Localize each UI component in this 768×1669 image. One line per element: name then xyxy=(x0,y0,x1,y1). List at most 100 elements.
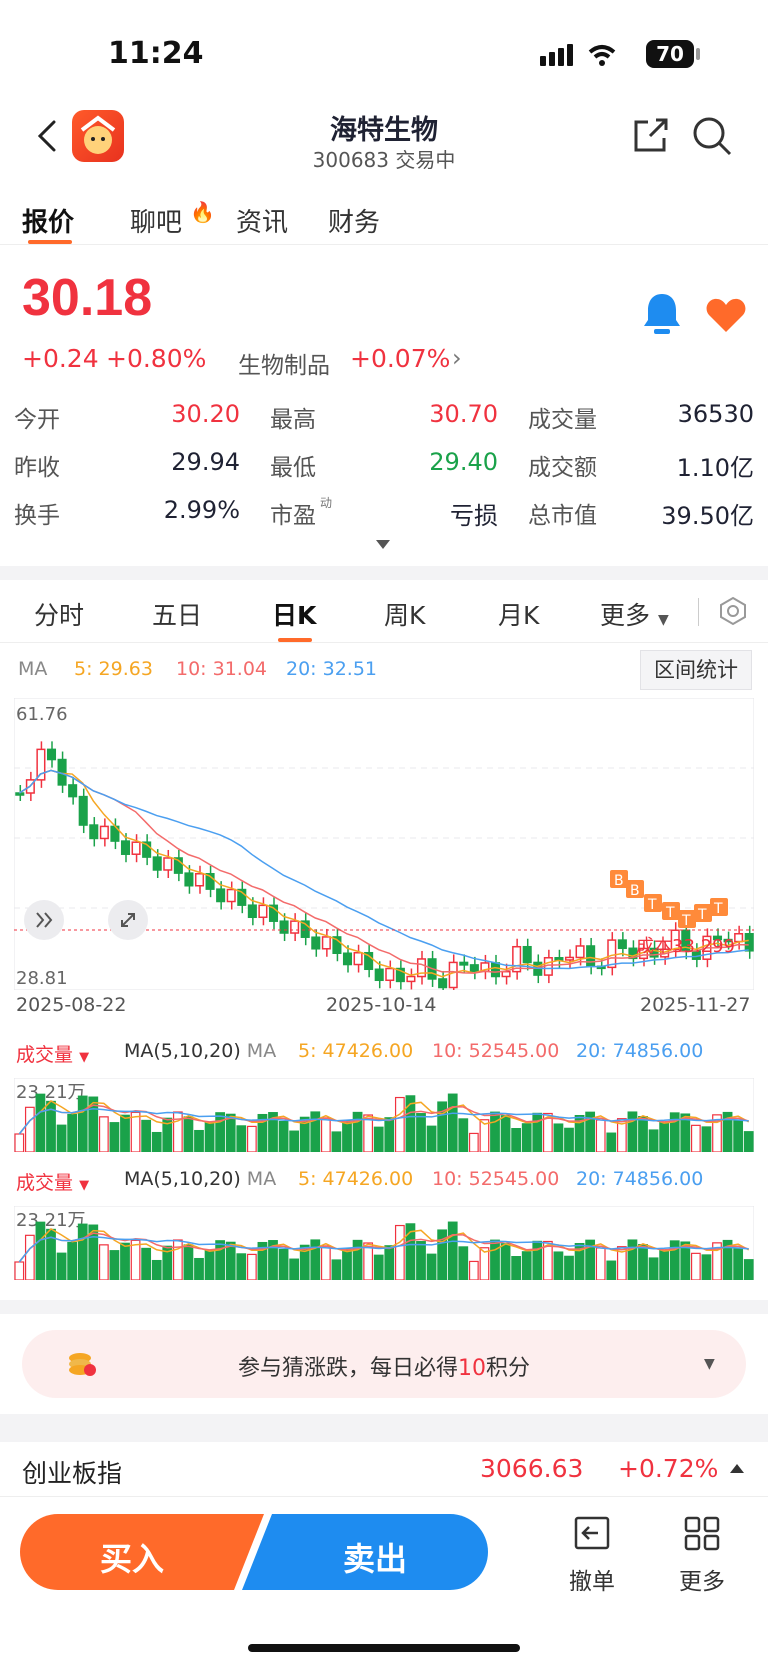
tab-more[interactable]: 更多 ▼ xyxy=(600,601,669,630)
price-change: +0.24 xyxy=(22,344,99,373)
guess-banner[interactable] xyxy=(22,1330,746,1398)
coins-icon xyxy=(66,1350,98,1382)
volume-bar xyxy=(310,1111,321,1152)
volume-bar xyxy=(447,1221,458,1280)
tab-weekly-k[interactable]: 周K xyxy=(384,601,426,630)
sector-pct[interactable]: +0.07% xyxy=(350,344,451,373)
candle-body xyxy=(68,784,78,798)
index-name[interactable]: 创业板指 xyxy=(22,1459,123,1488)
tab-chat[interactable]: 聊吧 xyxy=(130,208,183,238)
volume-bar xyxy=(553,1251,564,1280)
price-alert-button[interactable] xyxy=(640,290,684,336)
volume-bar xyxy=(479,1247,490,1280)
caret-down-icon: ▼ xyxy=(79,1050,90,1065)
trade-marker-label: T xyxy=(713,901,723,917)
expand-index-button[interactable] xyxy=(730,1464,744,1473)
volume-bar xyxy=(680,1241,691,1280)
volume-bar xyxy=(257,1241,268,1280)
volume-chart-2[interactable]: 23.21万 xyxy=(14,1206,754,1280)
trade-marker-label: T xyxy=(697,907,707,923)
volume-bar xyxy=(109,1250,120,1280)
candle-body xyxy=(152,856,162,871)
volume-bar xyxy=(606,1260,617,1280)
volume-bar xyxy=(627,1111,638,1152)
range-stats-button[interactable]: 区间统计 xyxy=(640,650,752,690)
index-pct: +0.72% xyxy=(618,1454,719,1483)
stat-label: 换手 xyxy=(14,503,60,529)
chevron-right-icon[interactable]: › xyxy=(452,344,462,372)
ma-label: MA xyxy=(18,658,48,680)
candle-body xyxy=(522,945,532,964)
more-button[interactable]: 更多 xyxy=(662,1512,742,1596)
caret-down-icon[interactable]: ▼ xyxy=(704,1356,715,1372)
trade-marker xyxy=(644,894,662,912)
volume-selector-2[interactable]: 成交量 ▼ xyxy=(16,1172,90,1194)
candle-body xyxy=(607,939,617,969)
volume-bar xyxy=(553,1123,564,1152)
back-button[interactable] xyxy=(30,112,66,160)
volume-bar xyxy=(616,1118,627,1152)
share-button[interactable] xyxy=(628,114,672,158)
status-icons: 70 xyxy=(540,40,700,70)
sell-button[interactable]: 卖出 xyxy=(242,1514,488,1590)
date-end: 2025-11-27 xyxy=(640,994,751,1016)
app-logo xyxy=(72,110,124,162)
signal-wifi-icon xyxy=(540,44,616,66)
expand-stats-button[interactable] xyxy=(376,540,390,549)
volume-bar xyxy=(490,1239,500,1280)
volume-bar xyxy=(204,1121,215,1152)
guess-text: 参与猜涨跌，每日必得10积分 xyxy=(237,1356,531,1381)
volume-chart[interactable]: 23.21万 xyxy=(14,1078,754,1152)
volume-bar xyxy=(500,1243,511,1280)
tab-quote[interactable]: 报价 xyxy=(22,208,75,238)
candle-body xyxy=(448,961,458,989)
volume-selector[interactable]: 成交量 ▼ xyxy=(16,1044,90,1066)
double-chevron-right-icon xyxy=(36,912,53,928)
index-value: 3066.63 xyxy=(480,1454,584,1483)
chart-settings-button[interactable] xyxy=(718,596,748,626)
candle-body xyxy=(194,873,205,887)
stat-value: 1.10亿 xyxy=(676,454,754,482)
volume-bar xyxy=(183,1116,194,1152)
volume-bar xyxy=(246,1253,257,1280)
tab-news[interactable]: 资讯 xyxy=(236,208,289,238)
candle-body xyxy=(490,962,501,978)
candle-body xyxy=(712,935,723,941)
volume-bar xyxy=(564,1255,574,1280)
cancel-order-button[interactable]: 撤单 xyxy=(552,1512,632,1596)
stat-value: 36530 xyxy=(677,400,754,428)
volume-bar xyxy=(701,1254,712,1280)
sector-name[interactable]: 生物制品 xyxy=(238,353,330,379)
tab-intraday[interactable]: 分时 xyxy=(34,601,85,630)
stat-label: 最低 xyxy=(270,455,316,481)
favorite-button[interactable] xyxy=(704,296,748,336)
volume-bar xyxy=(320,1117,331,1152)
candle-body xyxy=(247,904,257,919)
candle-body xyxy=(300,920,310,938)
candle-body xyxy=(173,857,183,874)
volume-bar xyxy=(236,1253,247,1280)
tab-five-day[interactable]: 五日 xyxy=(152,601,203,630)
kline-low-label: 28.81 xyxy=(16,968,68,989)
candle-body xyxy=(395,967,405,983)
volume-bar xyxy=(638,1115,648,1152)
stat-label: 市盈 xyxy=(270,503,316,529)
volume-bar xyxy=(394,1096,405,1152)
buy-button[interactable]: 买入 xyxy=(20,1514,264,1590)
candle-body xyxy=(364,951,374,971)
tab-daily-k[interactable]: 日K xyxy=(272,601,317,630)
candle-body xyxy=(321,936,331,950)
volume-bar xyxy=(743,1131,754,1152)
volume-bar xyxy=(215,1240,226,1280)
tab-monthly-k[interactable]: 月K xyxy=(498,601,540,630)
volume-bar xyxy=(532,1112,543,1152)
candle-body xyxy=(237,888,247,906)
volume-bar xyxy=(363,1242,374,1280)
search-button[interactable] xyxy=(690,114,734,158)
volume-bar xyxy=(468,1132,479,1152)
candle-body xyxy=(385,967,395,982)
volume-ma-line xyxy=(18,1100,750,1135)
volume-bar xyxy=(109,1122,120,1152)
tab-finance[interactable]: 财务 xyxy=(328,208,381,238)
